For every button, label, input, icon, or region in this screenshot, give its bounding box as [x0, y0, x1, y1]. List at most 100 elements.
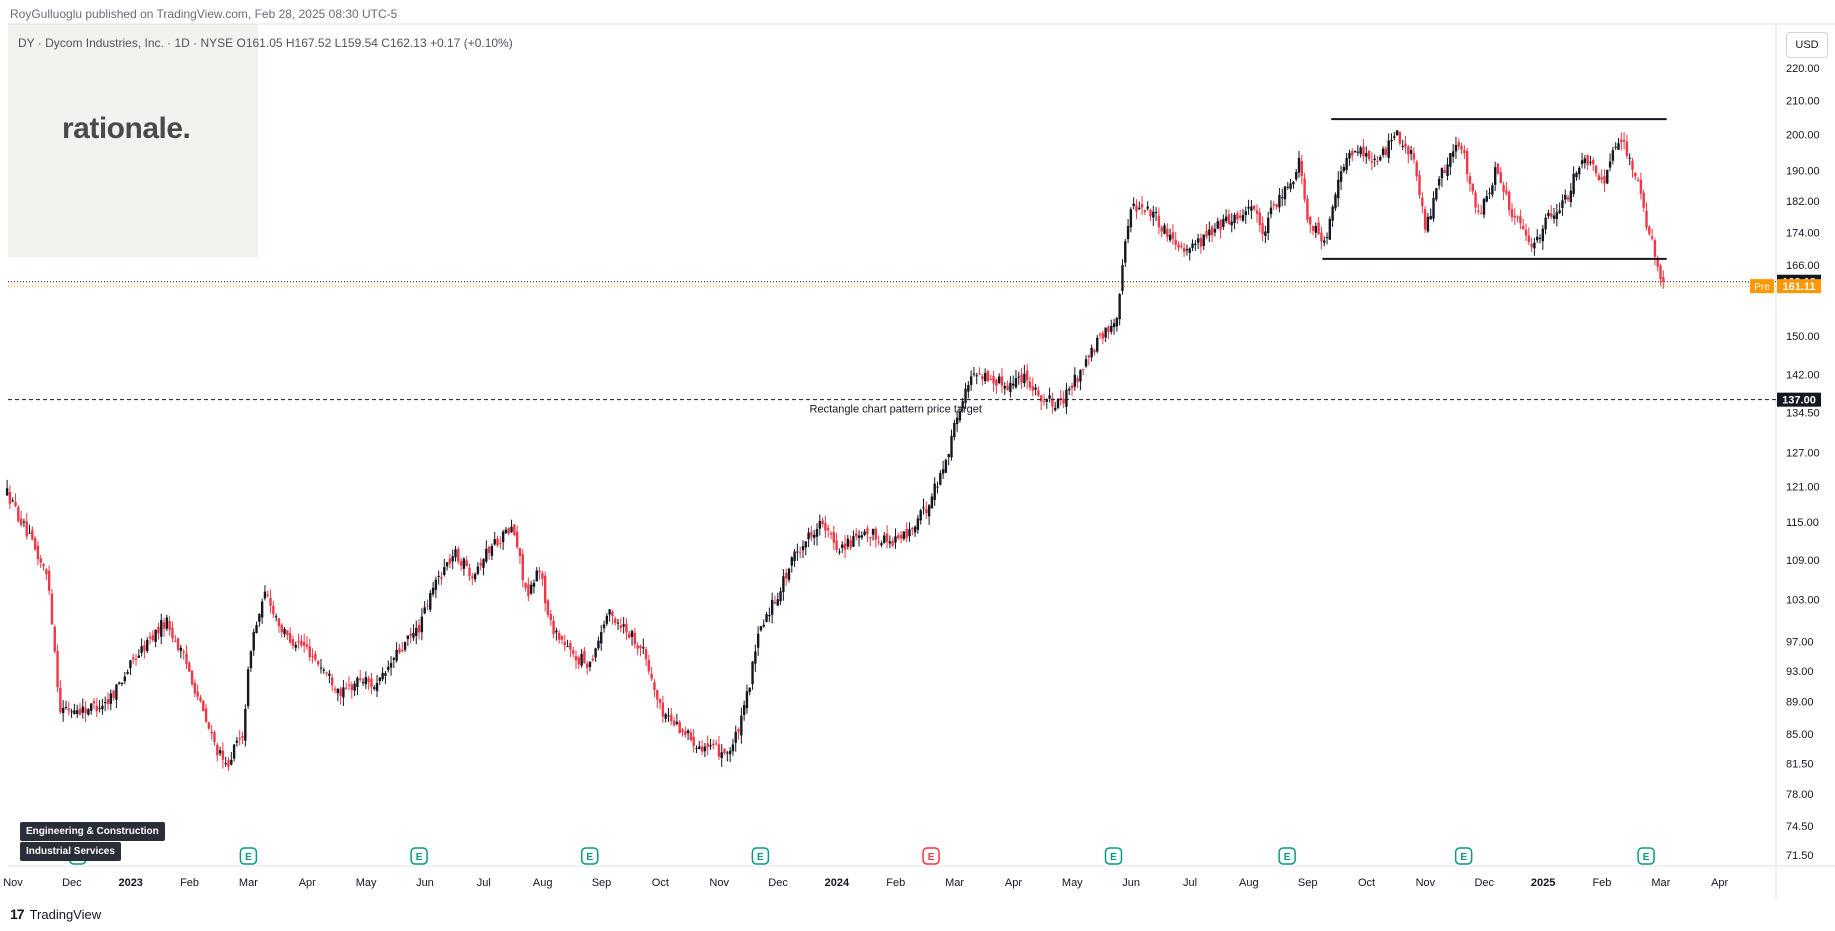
candle-body: [885, 533, 889, 542]
candle-body: [518, 548, 522, 557]
candle-body: [1023, 373, 1026, 384]
candle-body: [614, 618, 617, 623]
candle-body: [1090, 347, 1093, 358]
candle-body: [154, 629, 157, 642]
candle-body: [723, 748, 726, 754]
x-tick-label: Feb: [1592, 877, 1611, 889]
candle-body: [1093, 350, 1096, 353]
candle-body: [1320, 232, 1323, 242]
currency-button[interactable]: USD: [1786, 32, 1828, 58]
candle-body: [378, 677, 382, 682]
candle-body: [1247, 206, 1250, 209]
candle-body: [1233, 214, 1236, 223]
candle-body: [230, 759, 233, 765]
candle-body: [616, 622, 620, 624]
earnings-icon[interactable]: E: [751, 847, 770, 865]
candle-body: [532, 582, 536, 587]
y-tick-label: 200.00: [1786, 130, 1820, 142]
candle-body: [1146, 206, 1149, 209]
premarket-prefix: Pre: [1754, 282, 1770, 293]
candle-body: [84, 707, 87, 714]
candle-body: [1303, 178, 1306, 200]
candle-body: [1443, 170, 1446, 174]
candle-body: [1421, 197, 1424, 207]
candle-body: [190, 670, 194, 685]
candle-body: [64, 706, 68, 708]
candle-body: [1348, 152, 1351, 159]
candle-body: [779, 591, 782, 602]
candle-body: [1538, 237, 1542, 239]
candle-body: [1401, 145, 1404, 147]
candle-body: [213, 732, 216, 742]
candle-body: [1634, 172, 1637, 177]
candle-body: [510, 526, 513, 533]
earnings-icon[interactable]: E: [580, 847, 599, 865]
candle-body: [1527, 235, 1531, 242]
candle-body: [515, 531, 519, 548]
candle-body: [1471, 183, 1474, 192]
candle-body: [1586, 155, 1589, 165]
candle-body: [972, 373, 976, 375]
candle-body: [560, 636, 564, 640]
candle-body: [17, 507, 20, 522]
candle-body: [1457, 142, 1460, 147]
svg-text:E: E: [416, 852, 423, 863]
candle-body: [527, 584, 530, 596]
industry-tag[interactable]: Industrial Services: [20, 842, 121, 861]
candle-body: [1544, 217, 1547, 230]
candle-body: [835, 540, 838, 551]
earnings-icon[interactable]: E: [1278, 847, 1296, 865]
earnings-icon[interactable]: E: [410, 847, 428, 865]
tradingview-footer[interactable]: 17 TradingView: [10, 906, 101, 922]
candle-body: [246, 669, 250, 707]
candle-body: [857, 535, 861, 539]
candle-body: [342, 687, 345, 698]
candle-body: [473, 573, 477, 580]
candle-body: [541, 573, 544, 579]
watermark-panel: [8, 24, 258, 257]
candle-body: [1314, 225, 1318, 233]
earnings-icon[interactable]: E: [922, 847, 940, 865]
svg-text:E: E: [1643, 852, 1650, 863]
candle-body: [807, 532, 810, 540]
candle-body: [1622, 139, 1626, 142]
candle-body: [728, 750, 732, 755]
y-tick-label: 93.00: [1786, 666, 1814, 678]
candle-body: [224, 763, 227, 765]
x-tick-label: 2023: [118, 877, 142, 889]
candle-body: [409, 633, 412, 636]
symbol-info: DY · Dycom Industries, Inc. · 1D · NYSE …: [18, 36, 513, 50]
candle-body: [25, 521, 28, 537]
candle-body: [1491, 185, 1494, 195]
candle-body: [717, 744, 721, 757]
x-tick-label: Dec: [62, 877, 82, 889]
candle-body: [322, 669, 325, 671]
candle-body: [1297, 157, 1301, 173]
candle-body: [39, 558, 42, 563]
candle-body: [1250, 206, 1253, 211]
candle-body: [75, 710, 79, 714]
candle-body: [552, 620, 555, 634]
candle-body: [1454, 145, 1458, 152]
candle-body: [426, 605, 429, 607]
earnings-icon[interactable]: E: [1637, 847, 1655, 865]
earnings-icon[interactable]: E: [1454, 847, 1473, 865]
candle-body: [742, 705, 746, 715]
price-chart[interactable]: 71.50 74.50 78.00 81.50 85.00 89.00 93.00 97.00…: [0, 0, 1835, 900]
y-tick-label: 109.00: [1786, 555, 1820, 567]
earnings-icon[interactable]: E: [239, 847, 258, 865]
candle-body: [608, 609, 611, 615]
candle-body: [235, 740, 239, 743]
candle-body: [1519, 216, 1522, 224]
candle-body: [633, 632, 637, 645]
candle-body: [1238, 215, 1242, 218]
candle-body: [712, 743, 715, 746]
candle-body: [1395, 130, 1399, 136]
candle-body: [1152, 211, 1155, 218]
sector-tag[interactable]: Engineering & Construction: [20, 822, 165, 841]
candle-body: [1054, 407, 1057, 411]
candle-body: [437, 575, 440, 577]
candle-body: [210, 731, 213, 734]
earnings-icon[interactable]: E: [1104, 847, 1123, 865]
candle-body: [1580, 160, 1584, 165]
